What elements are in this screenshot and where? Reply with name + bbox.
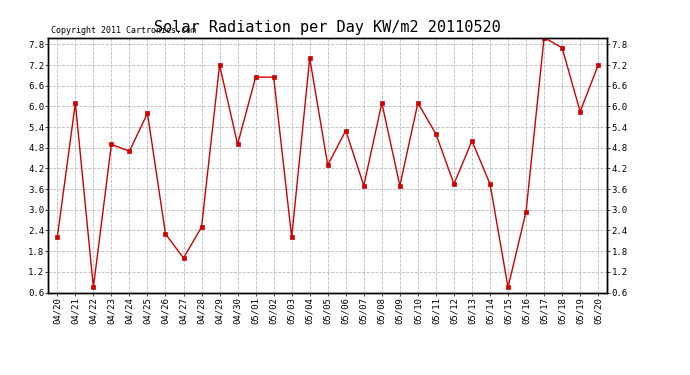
Text: Copyright 2011 Cartronics.com: Copyright 2011 Cartronics.com: [51, 26, 196, 35]
Title: Solar Radiation per Day KW/m2 20110520: Solar Radiation per Day KW/m2 20110520: [155, 20, 501, 35]
